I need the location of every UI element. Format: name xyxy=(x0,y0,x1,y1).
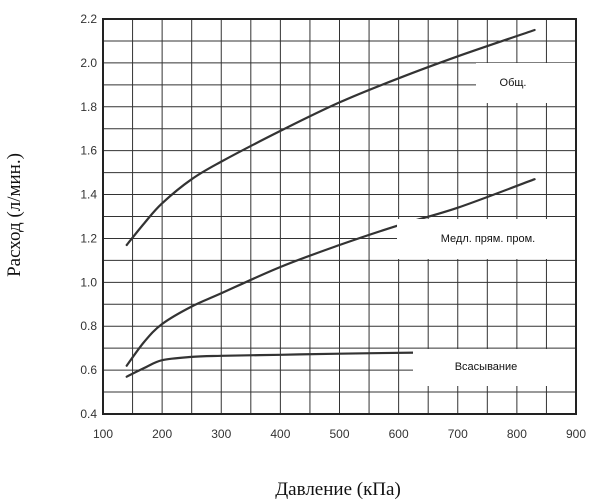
y-tick-label: 2.2 xyxy=(80,12,97,26)
x-tick-label: 400 xyxy=(270,427,290,441)
x-axis-ticks: 100 200 300 400 500 600 700 800 900 xyxy=(93,427,586,441)
x-tick-label: 200 xyxy=(152,427,172,441)
y-axis-title: Расход (л/мин.) xyxy=(4,153,25,277)
x-tick-label: 500 xyxy=(329,427,349,441)
y-tick-label: 1.2 xyxy=(80,231,97,245)
series-label-suction-box xyxy=(413,349,580,386)
x-tick-label: 300 xyxy=(211,427,231,441)
y-axis-ticks: 0.4 0.6 0.8 1.0 1.2 1.4 1.6 1.8 2.0 2.2 xyxy=(80,12,97,421)
series-line-suction xyxy=(125,351,418,378)
y-tick-label: 0.8 xyxy=(80,319,97,333)
y-tick-label: 2.0 xyxy=(80,56,97,70)
series-lines xyxy=(125,28,536,378)
x-tick-label: 900 xyxy=(566,427,586,441)
y-tick-label: 1.6 xyxy=(80,144,97,158)
series-label-boxes xyxy=(397,63,580,386)
series-label-slow-rinse: Медл. прям. пром. xyxy=(441,233,536,245)
y-tick-label: 1.8 xyxy=(80,100,97,114)
y-tick-label: 1.0 xyxy=(80,275,97,289)
x-tick-label: 100 xyxy=(93,427,113,441)
x-axis-title: Давление (кПа) xyxy=(275,479,401,500)
y-tick-label: 0.4 xyxy=(80,407,97,421)
x-tick-label: 700 xyxy=(448,427,468,441)
series-label-total-box xyxy=(476,63,580,103)
x-tick-label: 600 xyxy=(389,427,409,441)
series-line-total xyxy=(125,28,536,247)
x-tick-label: 800 xyxy=(507,427,527,441)
series-label-slow-rinse-box xyxy=(397,219,580,259)
series-label-suction: Всасывание xyxy=(455,361,518,373)
plot-frame xyxy=(102,18,577,415)
series-labels: Общ. Медл. прям. пром. Всасывание xyxy=(441,77,536,373)
series-line-slow-rinse xyxy=(125,178,536,367)
y-tick-label: 0.6 xyxy=(80,363,97,377)
y-tick-label: 1.4 xyxy=(80,188,97,202)
series-label-total: Общ. xyxy=(500,77,527,89)
